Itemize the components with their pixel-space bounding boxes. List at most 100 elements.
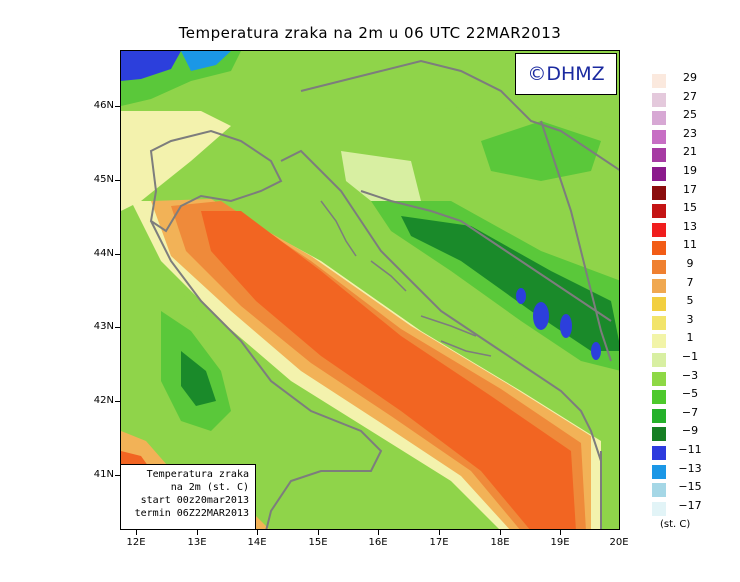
legend-swatch — [652, 260, 666, 274]
lat-label-41n: 41N — [93, 469, 114, 480]
legend-label: 27 — [683, 89, 697, 103]
island-cres — [320, 200, 357, 257]
lon-tick — [500, 530, 501, 535]
lon-tick — [257, 530, 258, 535]
lat-label-43n: 43N — [93, 321, 114, 332]
legend-swatch — [652, 427, 666, 442]
legend-label: −3 — [681, 368, 699, 382]
legend-label: −17 — [678, 498, 702, 512]
lon-label-13e: 13E — [187, 537, 207, 548]
lon-tick — [197, 530, 198, 535]
dhmz-logo: ©DHMZ — [515, 53, 617, 95]
forecast-info-box: Temperatura zraka na 2m (st. C) start 00… — [120, 464, 256, 530]
legend-label: −9 — [681, 424, 699, 438]
lat-tick — [115, 475, 120, 476]
legend-label: 1 — [686, 331, 694, 345]
legend-label: −1 — [681, 350, 699, 363]
legend-swatch — [652, 204, 666, 219]
legend-label: 17 — [683, 182, 697, 196]
legend-label: 11 — [683, 238, 697, 252]
map-canvas — [121, 51, 619, 529]
info-units: na 2m (st. C) — [170, 482, 249, 493]
legend-label: 7 — [686, 275, 694, 289]
lat-label-45n: 45N — [93, 174, 114, 185]
legend-swatch — [652, 74, 666, 88]
lon-tick — [560, 530, 561, 535]
info-variable: Temperatura zraka — [146, 469, 249, 480]
lon-tick — [318, 530, 319, 535]
island-korcula — [440, 340, 492, 357]
legend-swatch — [652, 185, 666, 200]
lon-label-19e: 19E — [550, 537, 570, 548]
legend-label: 3 — [686, 312, 694, 326]
legend-swatch — [652, 241, 666, 256]
lat-label-42n: 42N — [93, 395, 114, 406]
sea-warm — [201, 211, 576, 529]
cold-spot-3 — [516, 288, 526, 304]
serbia-border — [540, 120, 612, 362]
legend-swatch — [652, 390, 666, 405]
legend-swatch — [652, 315, 666, 330]
legend-swatch — [652, 129, 666, 144]
temperature-map: ©DHMZ — [120, 50, 620, 530]
bosnia-border — [360, 190, 612, 322]
legend-label: 13 — [683, 219, 697, 233]
legend-unit: (st. C) — [660, 519, 691, 530]
lon-label-18e: 18E — [490, 537, 510, 548]
island-pag — [370, 260, 407, 292]
apennine-dark — [181, 351, 216, 406]
legend-swatch — [652, 297, 666, 312]
island-brac — [420, 315, 477, 337]
legend-swatch — [652, 278, 666, 293]
legend-label: −5 — [681, 387, 699, 401]
legend-swatch — [652, 167, 666, 181]
croatia-north-border — [300, 59, 619, 171]
lon-label-20e: 20E — [609, 537, 629, 548]
cold-spot-2 — [560, 314, 572, 338]
lon-tick — [378, 530, 379, 535]
lat-tick — [115, 254, 120, 255]
po-valley — [121, 111, 231, 211]
info-termin: termin 06Z22MAR2013 — [134, 508, 249, 519]
alps-cold-edge — [181, 51, 231, 71]
istria-light — [341, 151, 421, 201]
legend-label: 5 — [686, 294, 694, 308]
lat-tick — [115, 401, 120, 402]
legend-label: 15 — [683, 201, 697, 215]
legend-swatch — [652, 111, 666, 126]
legend-label: −13 — [678, 461, 702, 475]
lon-tick — [439, 530, 440, 535]
legend-label: −15 — [678, 480, 702, 494]
balkan-adriatic-coast — [280, 149, 602, 462]
legend-swatch — [652, 92, 666, 107]
north-italy-coast — [149, 129, 283, 233]
legend-label: 23 — [683, 126, 697, 140]
legend-swatch — [652, 408, 666, 423]
lat-label-44n: 44N — [93, 248, 114, 259]
legend-label: 25 — [683, 108, 697, 122]
lon-label-14e: 14E — [247, 537, 267, 548]
legend-swatch — [652, 371, 666, 386]
lon-label-16e: 16E — [368, 537, 388, 548]
lat-tick — [115, 327, 120, 328]
lat-label-46n: 46N — [93, 100, 114, 111]
lat-tick — [115, 180, 120, 181]
legend-label: 9 — [686, 257, 694, 270]
legend-swatch — [652, 334, 666, 349]
lat-tick — [115, 106, 120, 107]
legend-label: −11 — [678, 443, 702, 456]
lon-label-17e: 17E — [429, 537, 449, 548]
lon-label-15e: 15E — [308, 537, 328, 548]
legend-label: 19 — [683, 164, 697, 177]
legend-label: −7 — [681, 405, 699, 419]
legend-swatch — [652, 446, 666, 460]
italy-adriatic-coast — [150, 220, 383, 529]
info-start: start 00z20mar2013 — [140, 495, 249, 506]
legend-swatch — [652, 464, 666, 479]
legend-swatch — [652, 222, 666, 237]
legend-label: 29 — [683, 71, 697, 84]
lon-tick — [136, 530, 137, 535]
legend-swatch — [652, 148, 666, 163]
legend-swatch — [652, 483, 666, 498]
map-title: Temperatura zraka na 2m u 06 UTC 22MAR20… — [178, 24, 562, 42]
